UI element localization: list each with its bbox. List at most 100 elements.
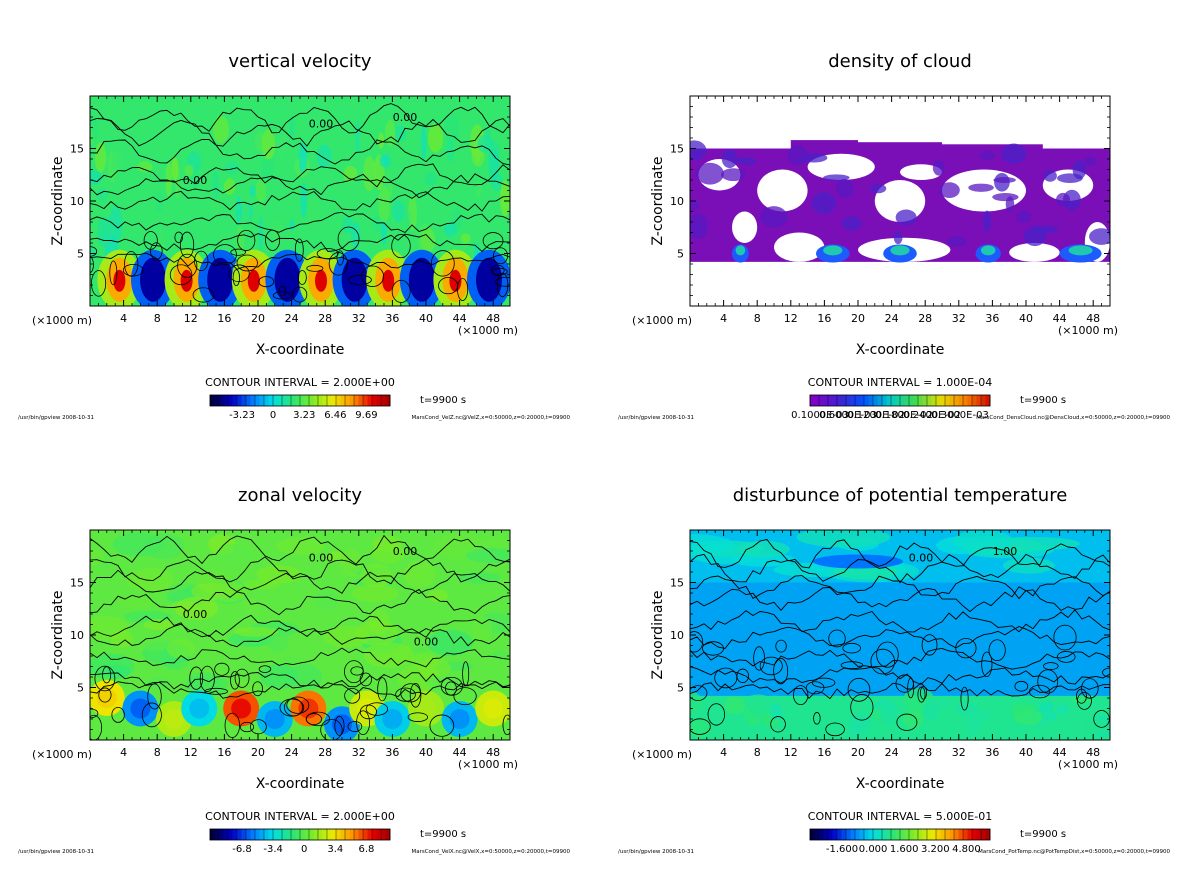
x-unit-label: (×1000 m) <box>32 314 92 327</box>
cloud-cell <box>760 206 788 228</box>
contour-line <box>297 270 307 285</box>
colorbar-segment <box>877 829 883 840</box>
field-cell <box>91 114 99 143</box>
x-unit-label: (×1000 m) <box>632 748 692 761</box>
contour-line <box>1076 688 1087 704</box>
field-cell <box>1002 557 1055 574</box>
x-tick-label: 36 <box>385 746 399 759</box>
contour-line <box>94 665 116 692</box>
field-cell <box>111 150 124 173</box>
colorbar-segment <box>895 395 901 406</box>
contour-line <box>179 231 195 259</box>
cloud-cell <box>993 177 1016 184</box>
field-cell <box>289 219 295 231</box>
contour-line <box>316 248 339 259</box>
z-tick-label: 10 <box>70 629 84 642</box>
contour-line <box>177 253 198 278</box>
field-cell <box>141 636 169 652</box>
contour-line <box>91 270 107 297</box>
chart-panel: disturbunce of potential temperature 0.00… <box>618 485 1170 855</box>
contour-line <box>1014 680 1029 692</box>
x-axis-label: X-coordinate <box>256 776 345 792</box>
x-tick-label: 32 <box>952 746 966 759</box>
colorbar-segment <box>318 829 323 840</box>
cloud-cell <box>721 168 746 182</box>
field-cell <box>420 228 436 253</box>
cloud-cell <box>968 183 994 192</box>
colorbar-segment <box>282 395 287 406</box>
cloud-region <box>790 140 858 150</box>
field-cell <box>1013 709 1043 725</box>
contour-line <box>90 647 510 668</box>
colorbar-segment <box>945 395 950 406</box>
colorbar-segment <box>286 395 292 406</box>
colorbar-segment <box>985 395 991 406</box>
colorbar-segment <box>304 829 310 840</box>
contour-line <box>347 274 372 285</box>
field-cell <box>207 257 234 302</box>
cloud-cell <box>842 216 862 231</box>
cloud-cell <box>1089 228 1110 245</box>
colorbar-segment <box>358 829 364 840</box>
contour-line <box>192 287 215 303</box>
field-cell <box>460 233 471 244</box>
colorbar-segment <box>868 829 874 840</box>
field-cell <box>224 160 240 175</box>
colorbar-segment <box>273 395 278 406</box>
data-field: 0.00 1.00 <box>690 530 1110 740</box>
field-cell <box>416 698 436 719</box>
colorbar-segment <box>327 829 332 840</box>
x-tick-label: 48 <box>486 312 500 325</box>
contour-line <box>90 556 510 585</box>
contour-line <box>90 103 510 134</box>
contour-line <box>194 250 209 272</box>
clear-area <box>1009 243 1060 262</box>
contour-line <box>272 291 292 300</box>
contour-line <box>122 263 144 277</box>
contour-line <box>365 702 389 716</box>
colorbar-segment <box>972 395 977 406</box>
contour-line <box>690 539 1110 569</box>
footer-right: MarsCond_PotTemp.nc@PotTempDist,x=0:5000… <box>978 849 1170 855</box>
contour-line <box>237 229 256 251</box>
contour-line <box>143 231 158 250</box>
field-cell <box>813 554 903 569</box>
x-tick-label: 40 <box>1019 312 1033 325</box>
contour-line <box>702 641 724 656</box>
colorbar-segment <box>219 395 224 406</box>
colorbar-segment <box>886 829 892 840</box>
colorbar-segment <box>286 829 292 840</box>
time-label: t=9900 s <box>1020 829 1066 840</box>
data-field <box>690 96 1110 306</box>
colorbar-label: -3.4 <box>263 844 283 855</box>
contour-line <box>90 569 510 595</box>
colorbar-segment <box>940 829 946 840</box>
contour-line <box>90 252 510 270</box>
contour-line <box>239 721 255 733</box>
field-cell <box>379 154 391 168</box>
colorbar-segment <box>936 395 941 406</box>
x-tick-label: 40 <box>419 746 433 759</box>
field-cell <box>392 200 406 223</box>
contour-line <box>305 713 322 726</box>
contour-line <box>109 260 118 286</box>
colorbar-segment <box>972 829 977 840</box>
colorbar-segment <box>349 395 355 406</box>
field-cell <box>880 700 898 724</box>
cloud-cell <box>823 245 843 256</box>
x-tick-label: 44 <box>453 312 467 325</box>
contour-line <box>90 714 103 740</box>
field-cell <box>189 698 210 719</box>
colorbar-segment <box>264 829 269 840</box>
field-cell <box>256 565 302 584</box>
x-tick-label: 4 <box>720 746 727 759</box>
colorbar-segment <box>318 395 323 406</box>
x-tick-label: 32 <box>952 312 966 325</box>
colorbar-segment <box>295 829 301 840</box>
colorbar-segment <box>958 829 964 840</box>
contour-interval: CONTOUR INTERVAL = 2.000E+00 <box>205 376 395 389</box>
colorbar-segment <box>340 829 346 840</box>
colorbar-segment <box>367 395 373 406</box>
z-tick-label: 5 <box>677 682 684 695</box>
x-tick-label: 28 <box>318 746 332 759</box>
